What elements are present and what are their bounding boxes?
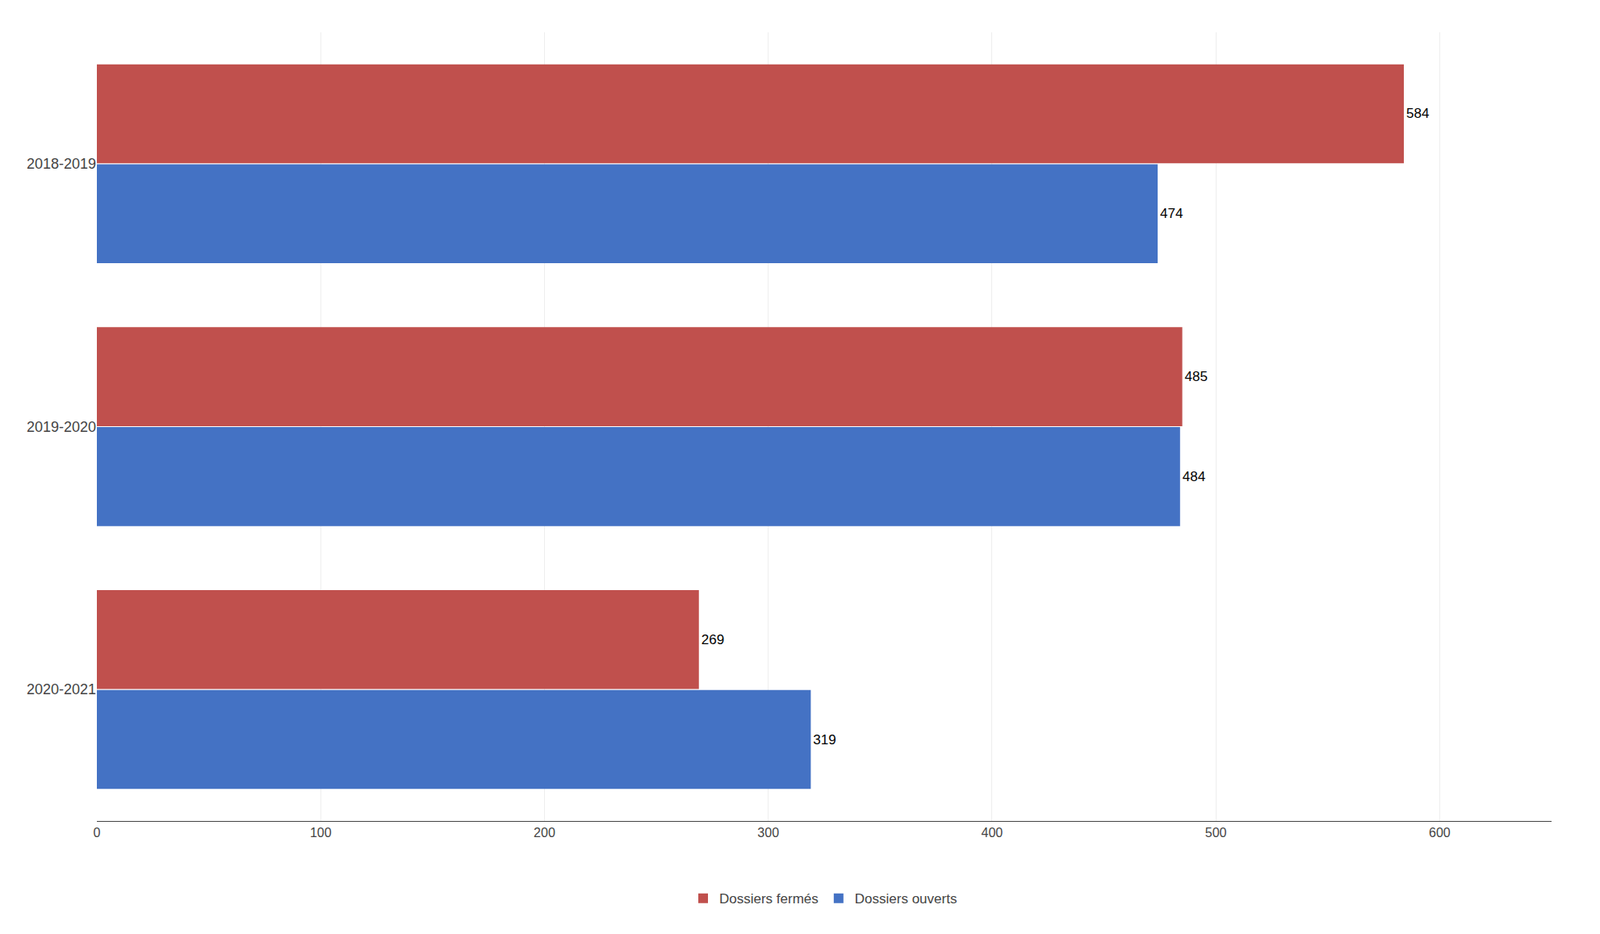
svg-text:474: 474	[1160, 205, 1183, 222]
svg-text:600: 600	[1428, 825, 1451, 840]
svg-text:200: 200	[533, 825, 556, 840]
svg-text:100: 100	[309, 825, 332, 840]
svg-text:319: 319	[812, 732, 836, 748]
svg-text:2019-2020: 2019-2020	[26, 418, 97, 436]
svg-text:484: 484	[1182, 469, 1206, 485]
svg-text:2020-2021: 2020-2021	[26, 681, 97, 698]
svg-text:500: 500	[1205, 825, 1228, 840]
svg-text:269: 269	[701, 632, 725, 648]
svg-text:0: 0	[93, 825, 101, 840]
svg-text:Dossiers fermés: Dossiers fermés	[719, 891, 819, 907]
svg-text:Dossiers ouverts: Dossiers ouverts	[854, 891, 958, 907]
svg-text:2018-2019: 2018-2019	[26, 155, 97, 172]
svg-text:400: 400	[981, 825, 1004, 840]
svg-text:584: 584	[1406, 105, 1429, 122]
svg-text:300: 300	[757, 825, 780, 840]
svg-text:485: 485	[1185, 368, 1208, 385]
